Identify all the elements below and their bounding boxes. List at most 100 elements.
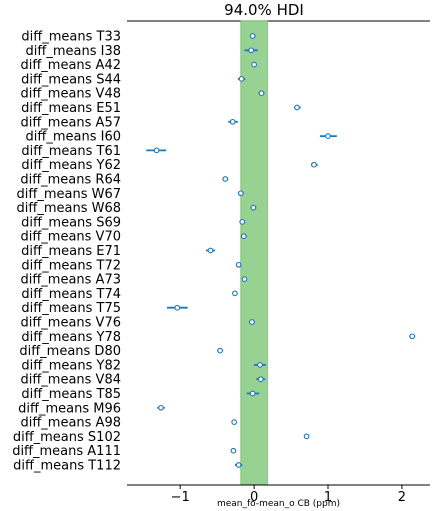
forest-row: diff_means W68 xyxy=(17,201,257,216)
mean-point xyxy=(174,304,181,311)
forest-row: diff_means V70 xyxy=(20,230,247,245)
mean-point xyxy=(249,319,255,325)
forest-row: diff_means W67 xyxy=(17,187,244,202)
forest-row: diff_means D80 xyxy=(19,344,224,359)
mean-point xyxy=(325,133,331,139)
row-label: diff_means D80 xyxy=(19,344,121,359)
mean-point xyxy=(240,233,247,240)
row-label: diff_means T85 xyxy=(21,387,121,402)
row-label: diff_means S102 xyxy=(13,430,121,445)
forest-row: diff_means S102 xyxy=(13,430,310,445)
forest-row: diff_means A57 xyxy=(20,115,238,130)
forest-row: diff_means E51 xyxy=(21,101,301,116)
mean-point xyxy=(238,76,245,82)
row-label: diff_means T75 xyxy=(21,301,121,316)
row-label: diff_means T72 xyxy=(21,258,121,273)
mean-point xyxy=(217,347,223,354)
forest-row: diff_means A111 xyxy=(12,444,237,459)
x-ticks-group: −1 0 1 2 xyxy=(171,485,406,505)
mean-point xyxy=(257,376,264,383)
mean-point xyxy=(229,118,236,125)
mean-point xyxy=(311,161,317,168)
x-tick-label: 1 xyxy=(324,490,332,505)
row-label: diff_means T74 xyxy=(21,287,121,302)
mean-point xyxy=(235,261,242,268)
forest-row: diff_means T72 xyxy=(21,258,242,273)
mean-point xyxy=(207,247,214,254)
row-label: diff_means S44 xyxy=(21,72,121,87)
forest-row: diff_means T112 xyxy=(13,459,243,474)
row-label: diff_means Y62 xyxy=(21,158,121,173)
mean-point xyxy=(232,290,238,297)
row-label: diff_means A98 xyxy=(20,416,121,431)
forest-row: diff_means V48 xyxy=(20,87,265,102)
mean-point xyxy=(239,219,246,225)
mean-point xyxy=(241,276,248,282)
mean-point xyxy=(153,147,160,154)
mean-point xyxy=(303,433,310,440)
mean-point xyxy=(250,204,257,211)
row-label: diff_means A111 xyxy=(12,444,121,459)
mean-point xyxy=(222,176,229,182)
chart-title: 94.0% HDI xyxy=(224,1,304,19)
row-label: diff_means Y78 xyxy=(21,330,121,345)
forest-row: diff_means T61 xyxy=(21,144,167,159)
x-tick-label: 0 xyxy=(250,490,258,505)
mean-point xyxy=(294,104,300,111)
row-label: diff_means W67 xyxy=(17,187,122,202)
row-label: diff_means W68 xyxy=(17,201,122,216)
mean-point xyxy=(409,333,416,340)
mean-point xyxy=(258,90,265,97)
forest-row: diff_means E71 xyxy=(21,244,215,259)
row-label: diff_means E71 xyxy=(21,244,121,259)
row-label: diff_means Y82 xyxy=(21,358,121,373)
forest-row: diff_means R64 xyxy=(20,173,229,188)
forest-row: diff_means T74 xyxy=(21,287,238,302)
row-label: diff_means T33 xyxy=(21,30,121,45)
row-label: diff_means T112 xyxy=(13,459,121,474)
mean-point xyxy=(248,47,255,54)
forest-row: diff_means S44 xyxy=(21,72,246,87)
row-label: diff_means I38 xyxy=(26,44,121,59)
row-label: diff_means T61 xyxy=(21,144,121,159)
mean-point xyxy=(257,362,263,368)
x-axis-label: mean_fo-mean_o CB (ppm) xyxy=(217,499,340,509)
forest-row: diff_means Y82 xyxy=(21,358,266,373)
row-label: diff_means V76 xyxy=(20,316,121,331)
forest-row: diff_means V84 xyxy=(20,373,266,388)
mean-point xyxy=(230,447,237,454)
row-label: diff_means A42 xyxy=(20,58,121,73)
mean-point xyxy=(251,61,257,68)
mean-point xyxy=(158,404,164,411)
forest-row: diff_means T33 xyxy=(21,30,256,45)
row-label: diff_means V84 xyxy=(20,373,121,388)
mean-point xyxy=(249,390,256,397)
forest-row: diff_means I38 xyxy=(26,44,258,59)
x-tick-label: −1 xyxy=(171,490,190,505)
forest-row: diff_means Y62 xyxy=(21,158,318,173)
mean-point xyxy=(235,462,242,468)
row-label: diff_means V48 xyxy=(20,87,121,102)
row-label: diff_means M96 xyxy=(18,401,121,416)
row-label: diff_means I60 xyxy=(26,130,121,145)
row-label: diff_means R64 xyxy=(20,173,121,188)
forest-row: diff_means T85 xyxy=(21,387,260,402)
hdi-band xyxy=(240,20,268,486)
row-label: diff_means E51 xyxy=(21,101,121,116)
forest-row: diff_means A98 xyxy=(20,416,238,431)
row-label: diff_means S69 xyxy=(21,215,121,230)
forest-row: diff_means T75 xyxy=(21,301,188,316)
row-label: diff_means A57 xyxy=(20,115,121,130)
row-label: diff_means A73 xyxy=(20,273,121,288)
forest-row: diff_means Y78 xyxy=(21,330,416,345)
mean-point xyxy=(231,419,238,425)
mean-point xyxy=(249,33,256,39)
forest-row: diff_means A42 xyxy=(20,58,257,73)
forest-row: diff_means M96 xyxy=(18,401,165,416)
row-label: diff_means V70 xyxy=(20,230,121,245)
forest-row: diff_means I60 xyxy=(26,130,337,145)
mean-point xyxy=(237,190,244,197)
